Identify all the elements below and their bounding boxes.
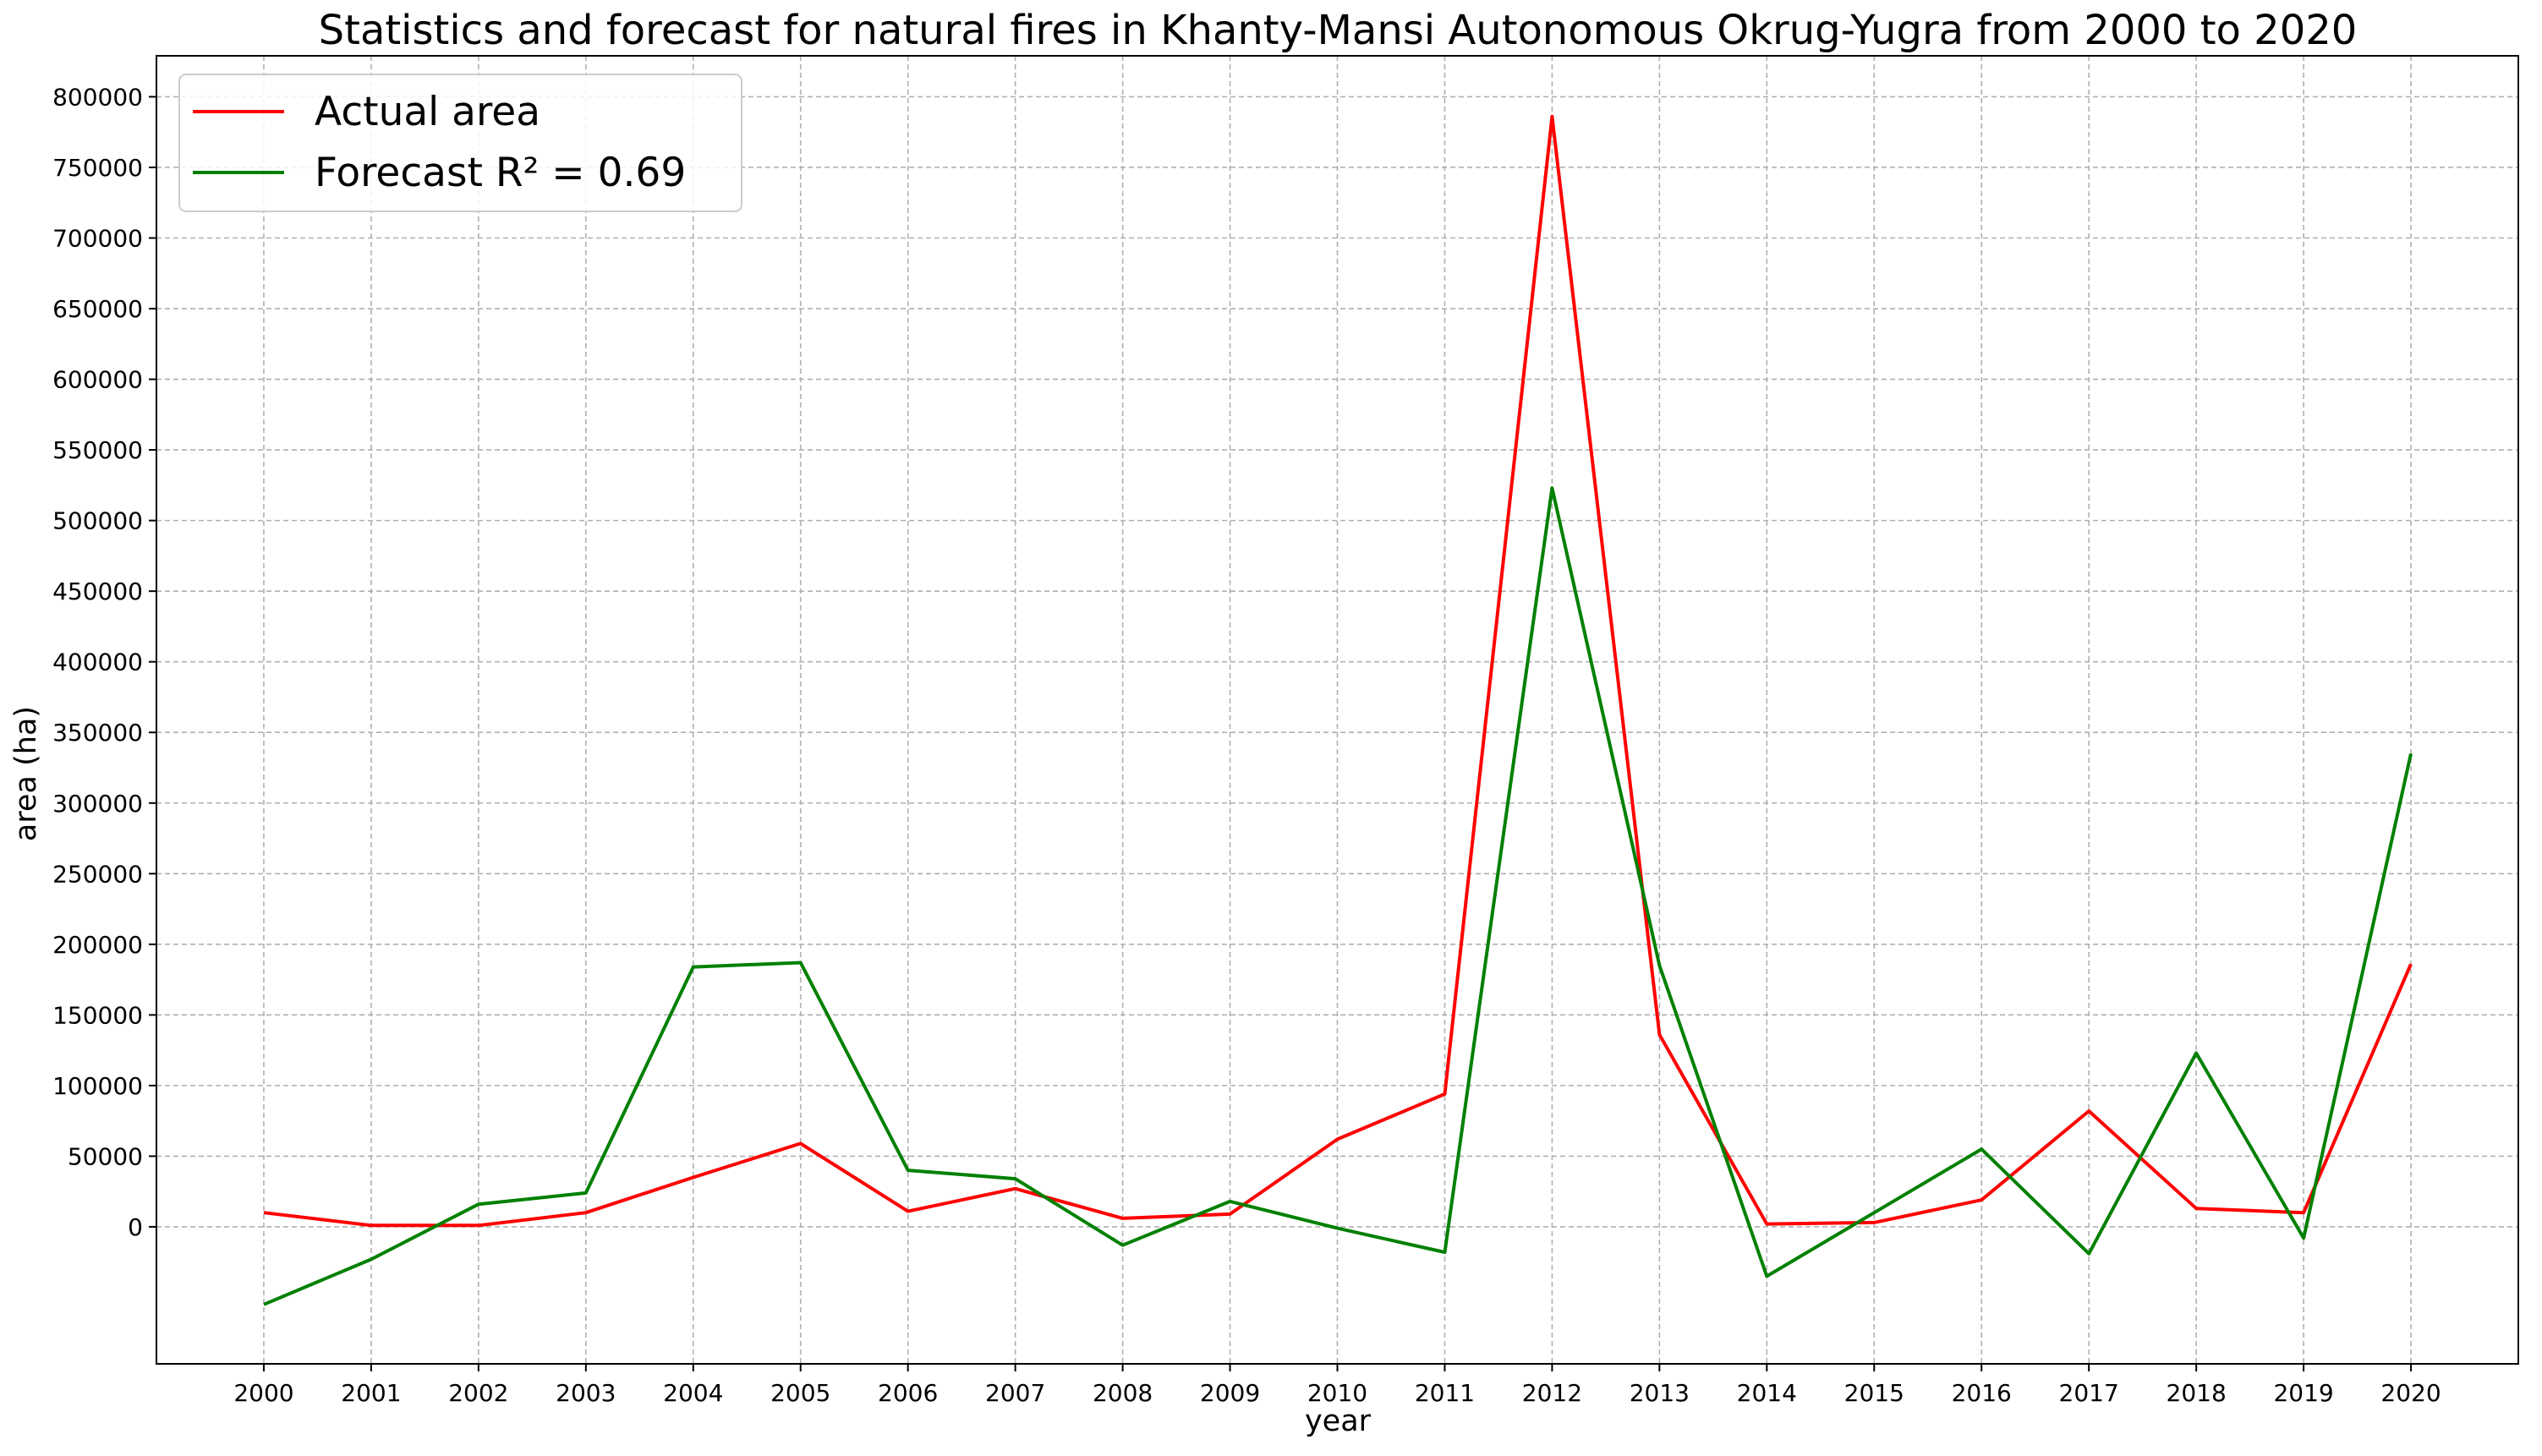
y-tick-label: 600000 xyxy=(52,366,143,394)
y-tick-label: 450000 xyxy=(52,577,143,605)
x-tick-label: 2002 xyxy=(448,1379,508,1407)
legend-box xyxy=(178,74,742,212)
y-tick-label: 150000 xyxy=(52,1001,143,1029)
x-tick-label: 2004 xyxy=(663,1379,723,1407)
x-tick-label: 2013 xyxy=(1630,1379,1690,1407)
x-tick-label: 2006 xyxy=(878,1379,938,1407)
y-tick-label: 50000 xyxy=(68,1142,143,1170)
y-tick-label: 0 xyxy=(128,1213,143,1241)
y-axis-label: area (ha) xyxy=(9,706,43,841)
x-tick-label: 2000 xyxy=(233,1379,293,1407)
x-axis-ticks: 2000 2001 2002 2003 2004 2005 2006 2007 2008 2009… xyxy=(233,1364,2441,1407)
legend: Actual area Forecast R² = 0.69 xyxy=(178,74,742,212)
x-axis-label: year xyxy=(1305,1404,1372,1438)
x-tick-label: 2017 xyxy=(2059,1379,2119,1407)
x-tick-label: 2012 xyxy=(1522,1379,1582,1407)
legend-label-forecast: Forecast R² = 0.69 xyxy=(315,150,686,196)
y-tick-label: 200000 xyxy=(52,931,143,959)
x-tick-label: 2009 xyxy=(1200,1379,1260,1407)
y-tick-label: 100000 xyxy=(52,1072,143,1100)
series-lines xyxy=(263,114,2413,1306)
y-tick-label: 300000 xyxy=(52,790,143,818)
y-tick-label: 800000 xyxy=(52,83,143,111)
x-tick-label: 2003 xyxy=(556,1379,616,1407)
x-tick-label: 2018 xyxy=(2167,1379,2227,1407)
x-tick-label: 2015 xyxy=(1844,1379,1904,1407)
legend-label-actual-area: Actual area xyxy=(315,89,540,135)
y-tick-label: 400000 xyxy=(52,649,143,676)
x-tick-label: 2007 xyxy=(985,1379,1045,1407)
x-tick-label: 2011 xyxy=(1415,1379,1475,1407)
y-tick-label: 500000 xyxy=(52,507,143,535)
y-tick-label: 550000 xyxy=(52,436,143,464)
x-tick-label: 2010 xyxy=(1307,1379,1367,1407)
y-axis-ticks: 0 50000 100000 150000 200000 250000 300000 3500… xyxy=(52,83,156,1241)
x-tick-label: 2005 xyxy=(770,1379,830,1407)
x-tick-label: 2016 xyxy=(1952,1379,2012,1407)
x-tick-label: 2019 xyxy=(2273,1379,2333,1407)
y-tick-label: 750000 xyxy=(52,154,143,182)
chart-title: Statistics and forecast for natural fire… xyxy=(319,7,2358,54)
x-tick-label: 2020 xyxy=(2380,1379,2441,1407)
y-tick-label: 350000 xyxy=(52,719,143,747)
x-tick-label: 2014 xyxy=(1737,1379,1797,1407)
y-tick-label: 700000 xyxy=(52,225,143,253)
y-tick-label: 650000 xyxy=(52,295,143,323)
series-line-actual-area xyxy=(263,114,2413,1228)
x-tick-label: 2008 xyxy=(1093,1379,1153,1407)
series-line-forecast xyxy=(263,486,2413,1306)
y-tick-label: 250000 xyxy=(52,860,143,888)
x-tick-label: 2001 xyxy=(341,1379,401,1407)
